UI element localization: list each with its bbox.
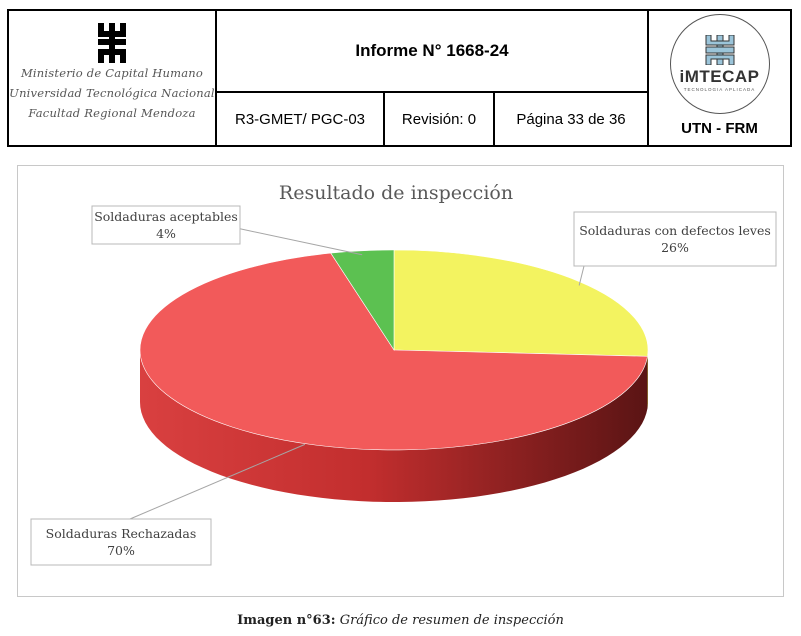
imtecap-logo-cell: iMTECAP TECNOLOGIA APLICADA UTN - FRM — [649, 11, 790, 145]
divider — [493, 91, 495, 145]
chart-title: Resultado de inspección — [279, 182, 513, 204]
pie-slice — [393, 249, 649, 357]
institution-label: UTN - FRM — [681, 119, 758, 137]
faculty-line: Facultad Regional Mendoza — [28, 106, 196, 120]
page-number: Página 33 de 36 — [516, 110, 626, 128]
revision-number: Revisión: 0 — [401, 110, 477, 128]
pie-chart: Resultado de inspección Soldaduras con d… — [30, 182, 777, 566]
slice-label: Soldaduras aceptables — [94, 209, 238, 224]
pie-side-wall — [647, 350, 648, 409]
slice-percent: 70% — [107, 543, 135, 558]
data-label-box — [573, 211, 777, 267]
slice-percent: 26% — [661, 240, 689, 255]
report-title: Informe N° 1668-24 — [355, 41, 509, 60]
caption-number: Imagen n°63: — [237, 613, 336, 628]
leader-line — [578, 265, 585, 286]
divider — [215, 11, 217, 145]
document-header: Ministerio de Capital Humano Universidad… — [7, 9, 792, 147]
chart-frame: Resultado de inspección Soldaduras con d… — [17, 165, 784, 597]
divider — [647, 11, 649, 145]
caption-text: Gráfico de resumen de inspección — [339, 613, 564, 628]
divider — [383, 91, 385, 145]
pie-side-wall — [140, 350, 648, 502]
data-label-box — [30, 518, 212, 566]
university-line: Universidad Tecnológica Nacional — [9, 86, 215, 100]
slice-label: Soldaduras Rechazadas — [46, 526, 197, 541]
slice-label: Soldaduras con defectos leves — [579, 223, 771, 238]
data-label-box — [91, 205, 241, 245]
document-code: R3-GMET/ PGC-03 — [234, 110, 366, 128]
utn-logo-icon — [98, 23, 126, 63]
divider — [217, 91, 647, 93]
leader-line — [239, 228, 363, 256]
pie-slice — [139, 252, 648, 451]
pie-slice — [330, 249, 395, 352]
utn-logo-cell: Ministerio de Capital Humano Universidad… — [9, 11, 215, 145]
ministry-line: Ministerio de Capital Humano — [20, 66, 204, 80]
imtecap-name: iMTECAP — [679, 67, 760, 86]
imtecap-logo: iMTECAP TECNOLOGIA APLICADA — [669, 13, 770, 114]
figure-caption: Imagen n°63: Gráfico de resumen de inspe… — [0, 613, 801, 628]
leader-line — [129, 443, 306, 520]
imtecap-emblem-icon — [705, 35, 734, 65]
imtecap-subtitle: TECNOLOGIA APLICADA — [683, 87, 756, 92]
slice-percent: 4% — [156, 226, 176, 241]
